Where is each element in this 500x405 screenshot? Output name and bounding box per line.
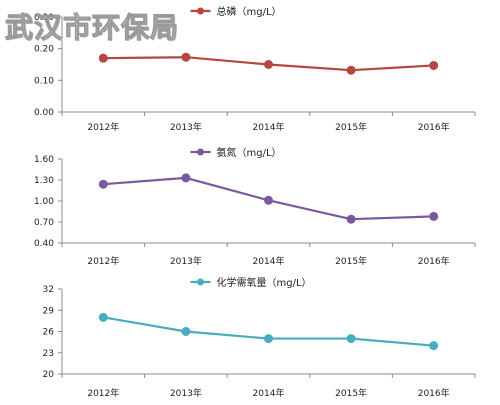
y-tick-label: 1.00 <box>34 197 54 207</box>
y-tick-label: 29 <box>43 306 55 316</box>
y-tick-label: 0.30 <box>34 13 54 23</box>
legend-marker <box>197 278 204 286</box>
y-tick-label: 0.00 <box>34 108 54 118</box>
data-point <box>181 173 191 183</box>
data-point <box>346 65 356 75</box>
y-tick-label: 1.60 <box>34 155 54 165</box>
data-point <box>181 52 191 62</box>
y-tick-label: 0.40 <box>34 239 54 249</box>
data-point <box>429 211 439 221</box>
x-tick-label: 2013年 <box>170 255 202 267</box>
x-tick-label: 2014年 <box>253 387 285 399</box>
y-tick-label: 26 <box>43 328 55 338</box>
data-point <box>346 214 356 224</box>
x-tick-label: 2016年 <box>418 255 450 267</box>
x-tick-label: 2014年 <box>253 255 285 267</box>
data-point <box>429 60 439 70</box>
y-tick-label: 0.70 <box>34 218 54 228</box>
legend-marker <box>197 7 204 15</box>
chart-panel-3: 20 23 26 29 32 2012年 2013年 2014年 2015年 2016年 化学需氧量… <box>43 276 476 399</box>
y-tick-label: 0.10 <box>34 76 54 86</box>
watermark: 武汉市环保局 <box>4 11 180 45</box>
x-tick-label: 2013年 <box>170 121 202 133</box>
x-tick-label: 2014年 <box>253 121 285 133</box>
y-tick-label: 20 <box>43 370 55 380</box>
x-tick-label: 2015年 <box>335 387 367 399</box>
chart-panel-2: 0.40 0.70 1.00 1.30 1.60 2012年 2013年 2014年 2015年… <box>34 146 476 267</box>
y-tick-label: 1.30 <box>34 176 54 186</box>
data-point <box>181 327 191 336</box>
data-point <box>429 341 439 351</box>
x-tick-label: 2013年 <box>170 387 202 399</box>
x-tick-label: 2012年 <box>87 121 119 133</box>
legend-label: 氨氮（mg/L） <box>217 146 282 159</box>
legend-label: 化学需氧量（mg/L） <box>217 276 312 289</box>
x-tick-label: 2015年 <box>335 121 367 133</box>
data-point <box>98 179 108 189</box>
x-tick-label: 2016年 <box>418 121 450 133</box>
legend-label: 总磷（mg/L） <box>217 5 282 18</box>
data-point <box>98 53 108 63</box>
x-tick-label: 2012年 <box>87 387 119 399</box>
data-point <box>98 312 108 322</box>
chart-panel-1: 0.00 0.10 0.20 0.30 2012年 2013年 2014年 2015年 2016… <box>34 5 476 133</box>
y-tick-label: 0.20 <box>34 45 54 55</box>
data-point <box>346 334 356 344</box>
y-tick-label: 32 <box>43 285 54 295</box>
x-tick-label: 2016年 <box>418 387 450 399</box>
data-point <box>264 195 273 205</box>
x-tick-label: 2015年 <box>335 255 367 267</box>
x-tick-label: 2012年 <box>87 255 119 267</box>
data-point <box>264 334 273 344</box>
y-tick-label: 23 <box>43 349 54 359</box>
legend-marker <box>197 148 204 156</box>
data-point <box>264 60 273 69</box>
